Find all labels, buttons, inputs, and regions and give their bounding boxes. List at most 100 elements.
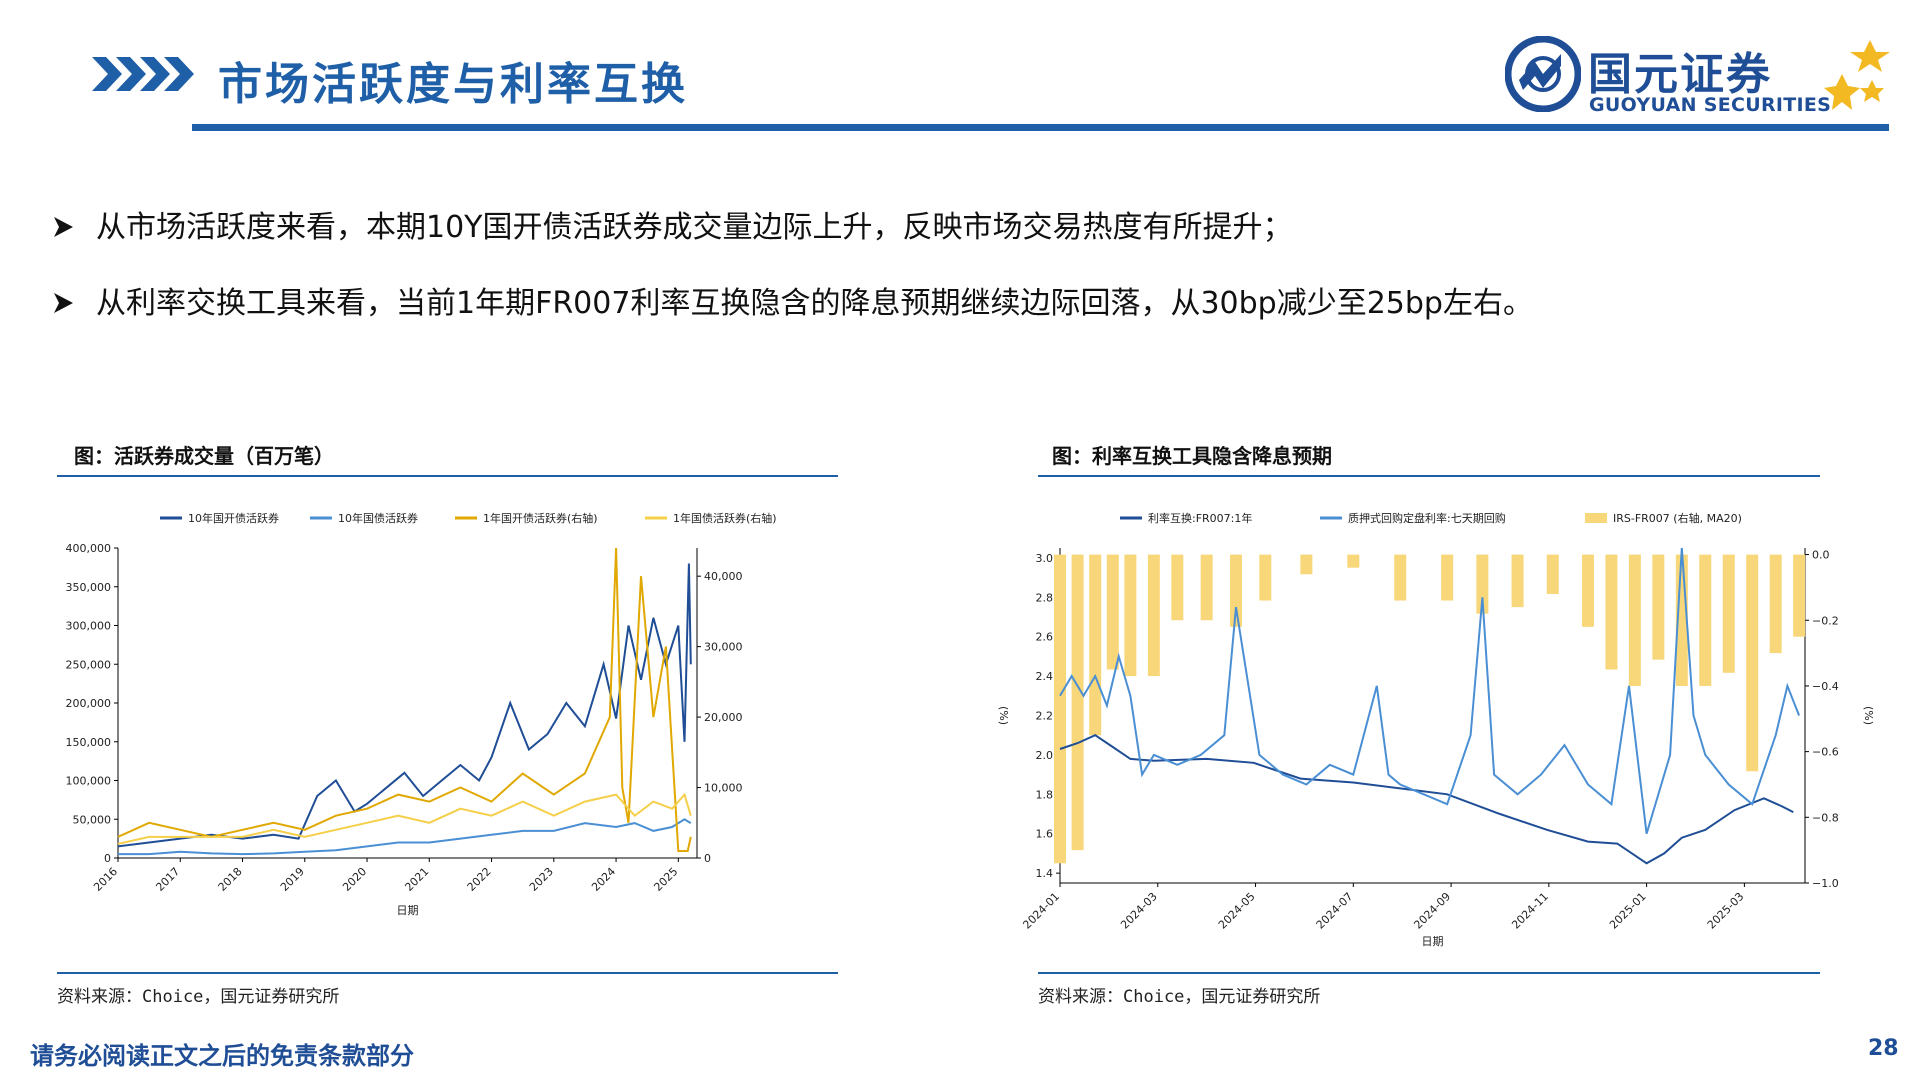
- irs-bar: [1394, 554, 1407, 601]
- y-left-tick-label: 300,000: [66, 620, 112, 633]
- y-left-tick-label: 2.4: [1036, 670, 1054, 683]
- y-left-tick-label: 50,000: [73, 813, 112, 826]
- y-left-tick-label: 350,000: [66, 581, 112, 594]
- y-right-tick-label: −0.8: [1812, 811, 1839, 824]
- chevron-arrows-icon: [92, 57, 194, 91]
- y-left-tick-label: 2.6: [1036, 631, 1054, 644]
- active-bond-volume-chart: 0 50,000 100,000 150,000 200,000 250,000 300,0…: [66, 511, 777, 917]
- page-title: 市场活跃度与利率互换: [218, 59, 688, 110]
- legend-label: IRS-FR007 (右轴, MA20): [1613, 511, 1742, 525]
- y-left-tick-label: 1.6: [1036, 828, 1054, 841]
- irs-bar: [1546, 554, 1559, 594]
- brand-name-cn: 国元证券: [1588, 49, 1772, 100]
- irs-bar: [1300, 554, 1313, 575]
- x-tick-label: 2024: [589, 865, 618, 894]
- right-chart-top-rule: [1038, 475, 1820, 477]
- series-line: [117, 547, 692, 852]
- y-left-tick-label: 3.0: [1036, 552, 1054, 565]
- irs-bar: [1699, 554, 1712, 686]
- bullet-arrow-icon: [54, 293, 73, 313]
- gold-stars-icon: [1824, 40, 1890, 110]
- y-right-tick-label: 0: [704, 852, 711, 865]
- left-chart-title: 图：活跃券成交量（百万笔）: [74, 444, 334, 468]
- legend-label: 10年国开债活跃券: [188, 511, 279, 525]
- y-left-axis-label: (%): [997, 706, 1010, 725]
- y-left-tick-label: 250,000: [66, 658, 112, 671]
- irs-bar: [1581, 554, 1594, 627]
- x-tick-label: 2024-07: [1314, 890, 1356, 932]
- series-line: [1059, 734, 1794, 865]
- y-right-tick-label: 20,000: [704, 711, 743, 724]
- irs-bar: [1229, 554, 1242, 627]
- irs-bar: [1628, 554, 1641, 686]
- legend-label: 10年国债活跃券: [338, 511, 418, 525]
- irs-bar: [1793, 554, 1806, 637]
- x-tick-label: 2024-11: [1509, 890, 1551, 932]
- x-tick-label: 2017: [153, 865, 182, 894]
- x-axis-label: 日期: [397, 904, 419, 917]
- series-line: [117, 792, 692, 845]
- x-tick-label: 2024-05: [1216, 890, 1258, 932]
- irs-bar: [1259, 554, 1272, 601]
- irs-bar: [1769, 554, 1782, 654]
- legend-label: 1年国债活跃券(右轴): [673, 511, 777, 525]
- irs-bar: [1124, 554, 1137, 677]
- legend-label: 利率互换:FR007:1年: [1148, 511, 1252, 525]
- left-chart-bottom-rule: [57, 972, 838, 974]
- x-tick-label: 2024-01: [1020, 890, 1062, 932]
- bullet-point: 从利率交换工具来看，当前1年期FR007利率互换隐含的降息预期继续边际回落，从3…: [52, 278, 1533, 322]
- x-tick-label: 2022: [465, 865, 494, 894]
- bullet-text: 从市场活跃度来看，本期10Y国开债活跃券成交量边际上升，反映市场交易热度有所提升…: [96, 210, 1293, 245]
- y-left-tick-label: 1.4: [1036, 867, 1054, 880]
- irs-rate-cut-expectation-chart: 1.4 1.6 1.8 2.0 2.2 2.4 2.6 2.8 3.0 −1.0 −0.8 −0.6 −…: [997, 511, 1875, 948]
- irs-bar: [1441, 554, 1454, 601]
- y-right-tick-label: −0.6: [1812, 746, 1839, 759]
- legend-swatch: [1585, 513, 1607, 523]
- x-tick-label: 2025-03: [1705, 890, 1747, 932]
- x-tick-label: 2023: [527, 865, 556, 894]
- y-left-tick-label: 2.8: [1036, 591, 1054, 604]
- y-left-tick-label: 0: [104, 852, 111, 865]
- x-tick-label: 2020: [340, 865, 369, 894]
- series-line: [1059, 547, 1801, 834]
- irs-bar: [1476, 554, 1489, 614]
- y-left-tick-label: 2.2: [1036, 710, 1054, 723]
- x-tick-label: 2025-01: [1607, 890, 1649, 932]
- x-axis-label: 日期: [1422, 935, 1444, 948]
- x-tick-label: 2024-03: [1118, 890, 1160, 932]
- right-chart-bottom-rule: [1038, 972, 1820, 974]
- legend-label: 质押式回购定盘利率:七天期回购: [1348, 511, 1506, 525]
- x-tick-label: 2018: [216, 865, 245, 894]
- x-tick-label: 2025: [651, 865, 680, 894]
- irs-bar: [1746, 554, 1759, 772]
- y-left-tick-label: 2.0: [1036, 749, 1054, 762]
- irs-bar: [1106, 554, 1119, 670]
- irs-bar: [1605, 554, 1618, 670]
- y-right-tick-label: −0.4: [1812, 680, 1839, 693]
- irs-bar: [1089, 554, 1102, 736]
- y-left-tick-label: 1.8: [1036, 788, 1054, 801]
- y-right-tick-label: 30,000: [704, 641, 743, 654]
- bullet-text: 从利率交换工具来看，当前1年期FR007利率互换隐含的降息预期继续边际回落，从3…: [96, 286, 1533, 321]
- irs-bar: [1054, 554, 1066, 864]
- x-tick-label: 2016: [91, 865, 120, 894]
- x-tick-label: 2024-09: [1412, 890, 1454, 932]
- irs-bar: [1347, 554, 1360, 568]
- y-left-tick-label: 400,000: [66, 542, 112, 555]
- y-left-tick-label: 200,000: [66, 697, 112, 710]
- y-right-tick-label: 10,000: [704, 782, 743, 795]
- x-tick-label: 2021: [402, 865, 431, 894]
- bullet-point: 从市场活跃度来看，本期10Y国开债活跃券成交量边际上升，反映市场交易热度有所提升…: [52, 202, 1293, 246]
- right-chart-title: 图：利率互换工具隐含降息预期: [1052, 444, 1332, 468]
- y-right-tick-label: −1.0: [1812, 877, 1839, 890]
- left-chart-source: 资料来源：Choice，国元证券研究所: [57, 987, 340, 1007]
- y-left-tick-label: 100,000: [66, 775, 112, 788]
- irs-bar: [1200, 554, 1213, 621]
- header-divider: [192, 124, 1889, 131]
- series-line: [118, 818, 692, 856]
- irs-bar: [1722, 554, 1735, 673]
- brand-name-en: GUOYUAN SECURITIES: [1589, 94, 1832, 116]
- irs-bar: [1511, 554, 1524, 608]
- page-number: 28: [1868, 1036, 1899, 1061]
- irs-bar: [1147, 554, 1160, 677]
